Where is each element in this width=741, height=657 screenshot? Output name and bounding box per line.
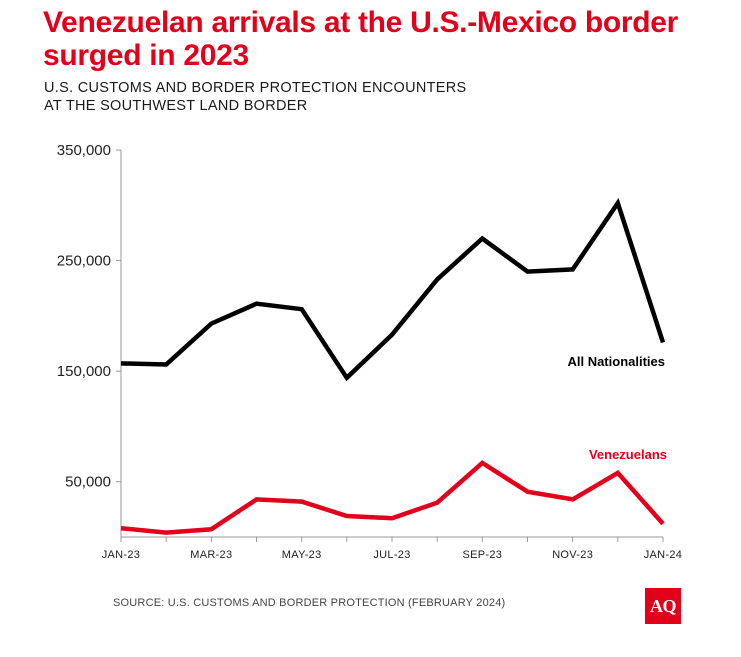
aq-logo: AQ xyxy=(645,588,681,624)
chart-title: Venezuelan arrivals at the U.S.-Mexico b… xyxy=(43,6,679,72)
subtitle-line-1: U.S. CUSTOMS AND BORDER PROTECTION ENCOU… xyxy=(44,80,467,96)
x-tick-label: JAN-23 xyxy=(102,549,140,561)
x-axis: JAN-23 MAR-23 MAY-23 JUL-23 SEP-23 NOV-23 JAN-… xyxy=(102,536,682,561)
venezuelans-line xyxy=(120,460,665,535)
y-tick-label: 150,000 xyxy=(57,363,111,380)
x-tick-label: NOV-23 xyxy=(552,549,593,561)
all-nationalities-label: All Nationalities xyxy=(567,354,665,369)
all-nationalities-line xyxy=(120,198,666,382)
x-tick-label: MAY-23 xyxy=(282,549,322,561)
y-tick-label: 250,000 xyxy=(57,253,111,270)
x-tick-label: MAR-23 xyxy=(190,549,232,561)
y-tick-label: 350,000 xyxy=(57,142,111,159)
x-tick-label: SEP-23 xyxy=(462,549,502,561)
x-tick-label: JUL-23 xyxy=(373,549,410,561)
y-tick-label: 50,000 xyxy=(65,474,111,491)
series-labels: All Nationalities Venezuelans xyxy=(567,354,667,462)
series-lines xyxy=(120,198,666,535)
y-axis: 50,000 150,000 250,000 350,000 xyxy=(57,142,122,537)
chart-subtitle: U.S. CUSTOMS AND BORDER PROTECTION ENCOU… xyxy=(44,79,644,115)
venezuelans-label: Venezuelans xyxy=(589,447,667,462)
source-note: SOURCE: U.S. CUSTOMS AND BORDER PROTECTI… xyxy=(113,597,506,609)
subtitle-line-2: AT THE SOUTHWEST LAND BORDER xyxy=(44,98,308,114)
x-tick-label: JAN-24 xyxy=(644,549,682,561)
